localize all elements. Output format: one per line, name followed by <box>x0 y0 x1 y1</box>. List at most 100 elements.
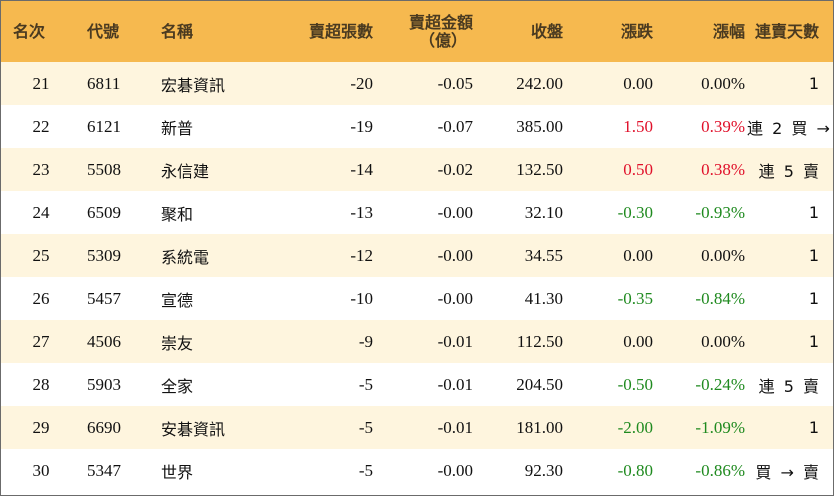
cell-net-sell-amount: -0.00 <box>437 202 473 222</box>
table-row: 26 5457 宣德 -10 -0.00 41.30 -0.35 -0.84% … <box>1 277 833 320</box>
cell-rank: 27 <box>32 331 50 351</box>
cell-code: 5309 <box>87 245 121 265</box>
cell-rank: 30 <box>32 460 50 480</box>
cell-net-sell-amount: -0.00 <box>437 288 473 308</box>
cell-change: 0.00 <box>623 73 653 93</box>
cell-name: 聚和 <box>161 204 194 224</box>
cell-consecutive-days: 買 → 賣 <box>755 462 821 482</box>
cell-net-sell-lots: -10 <box>350 288 373 308</box>
cell-rank: 23 <box>32 159 50 179</box>
cell-consecutive-days: 1 <box>808 246 821 265</box>
cell-name: 新普 <box>161 118 194 138</box>
table-row: 23 5508 永信建 -14 -0.02 132.50 0.50 0.38% … <box>1 148 833 191</box>
header-net-sell-amount-line2: （億） <box>418 30 467 50</box>
cell-close: 385.00 <box>516 116 563 136</box>
cell-change: 0.00 <box>623 245 653 265</box>
header-net-sell-amount-line1: 賣超金額 <box>408 12 473 32</box>
header-rank: 名次 <box>13 21 46 41</box>
cell-change-pct: 0.38% <box>701 159 745 179</box>
cell-name: 全家 <box>161 376 194 396</box>
cell-change: -0.30 <box>617 202 653 222</box>
cell-consecutive-days: 連 5 賣 <box>758 161 821 181</box>
cell-change-pct: -1.09% <box>695 417 745 437</box>
cell-consecutive-days: 1 <box>808 332 821 351</box>
table-row: 21 6811 宏碁資訊 -20 -0.05 242.00 0.00 0.00%… <box>1 62 833 105</box>
cell-close: 34.55 <box>524 245 563 265</box>
cell-code: 5347 <box>87 460 121 480</box>
cell-change: 1.50 <box>623 116 653 136</box>
header-change: 漲跌 <box>620 21 653 41</box>
cell-net-sell-amount: -0.00 <box>437 245 473 265</box>
table-row: 27 4506 崇友 -9 -0.01 112.50 0.00 0.00% 1 <box>1 320 833 363</box>
cell-rank: 26 <box>32 288 50 308</box>
cell-rank: 22 <box>32 116 50 136</box>
cell-close: 32.10 <box>524 202 563 222</box>
cell-name: 宣德 <box>161 290 194 310</box>
cell-change: -2.00 <box>617 417 653 437</box>
cell-rank: 28 <box>32 374 50 394</box>
cell-close: 41.30 <box>524 288 563 308</box>
cell-change-pct: -0.86% <box>695 460 745 480</box>
cell-change-pct: 0.00% <box>701 73 745 93</box>
cell-rank: 29 <box>32 417 50 437</box>
cell-name: 系統電 <box>161 247 210 267</box>
cell-change-pct: 0.00% <box>701 331 745 351</box>
cell-net-sell-amount: -0.00 <box>437 460 473 480</box>
cell-close: 92.30 <box>524 460 563 480</box>
cell-code: 6690 <box>87 417 121 437</box>
cell-name: 世界 <box>161 462 194 482</box>
cell-close: 242.00 <box>516 73 563 93</box>
table-row: 25 5309 系統電 -12 -0.00 34.55 0.00 0.00% 1 <box>1 234 833 277</box>
cell-net-sell-lots: -14 <box>350 159 373 179</box>
table-row: 24 6509 聚和 -13 -0.00 32.10 -0.30 -0.93% … <box>1 191 833 234</box>
cell-change: -0.50 <box>617 374 653 394</box>
table-row: 29 6690 安碁資訊 -5 -0.01 181.00 -2.00 -1.09… <box>1 406 833 449</box>
cell-close: 112.50 <box>516 331 563 351</box>
header-net-sell-lots: 賣超張數 <box>308 21 373 41</box>
cell-net-sell-lots: -9 <box>358 331 373 351</box>
table-body: 21 6811 宏碁資訊 -20 -0.05 242.00 0.00 0.00%… <box>1 62 833 492</box>
header-consecutive-days: 連賣天數 <box>754 21 819 41</box>
cell-net-sell-amount: -0.05 <box>437 73 473 93</box>
cell-change: -0.35 <box>617 288 653 308</box>
cell-change-pct: -0.93% <box>695 202 745 222</box>
cell-net-sell-lots: -5 <box>358 460 373 480</box>
header-close: 收盤 <box>530 21 563 41</box>
cell-close: 204.50 <box>516 374 563 394</box>
cell-consecutive-days: 1 <box>808 203 821 222</box>
cell-code: 4506 <box>87 331 121 351</box>
cell-net-sell-lots: -19 <box>350 116 373 136</box>
cell-change-pct: 0.00% <box>701 245 745 265</box>
cell-name: 安碁資訊 <box>161 419 226 439</box>
cell-name: 永信建 <box>161 161 210 181</box>
cell-net-sell-lots: -5 <box>358 374 373 394</box>
cell-rank: 21 <box>32 73 50 93</box>
header-change-pct: 漲幅 <box>712 21 745 41</box>
cell-net-sell-lots: -20 <box>350 73 373 93</box>
table-row: 28 5903 全家 -5 -0.01 204.50 -0.50 -0.24% … <box>1 363 833 406</box>
cell-name: 崇友 <box>161 333 194 353</box>
cell-consecutive-days: 連 5 賣 <box>758 376 821 396</box>
cell-code: 6811 <box>87 73 121 93</box>
table-row: 30 5347 世界 -5 -0.00 92.30 -0.80 -0.86% 買… <box>1 449 833 492</box>
cell-code: 6509 <box>87 202 121 222</box>
cell-code: 5457 <box>87 288 121 308</box>
cell-change: 0.50 <box>623 159 653 179</box>
cell-net-sell-lots: -12 <box>350 245 373 265</box>
header-name: 名稱 <box>161 21 194 41</box>
cell-name: 宏碁資訊 <box>161 75 226 95</box>
cell-change: -0.80 <box>617 460 653 480</box>
header-code: 代號 <box>87 21 120 41</box>
header-row: 名次 代號 名稱 賣超張數 賣超金額 （億） 收盤 漲跌 漲幅 連賣天數 <box>1 1 833 62</box>
cell-close: 181.00 <box>516 417 563 437</box>
cell-code: 5508 <box>87 159 121 179</box>
cell-net-sell-amount: -0.01 <box>437 417 473 437</box>
header-net-sell-amount: 賣超金額 （億） <box>375 1 475 62</box>
cell-code: 6121 <box>87 116 121 136</box>
cell-consecutive-days: 1 <box>808 418 821 437</box>
cell-code: 5903 <box>87 374 121 394</box>
cell-consecutive-days: 連 2 買 → 賣 <box>747 118 833 138</box>
cell-change-pct: 0.39% <box>701 116 745 136</box>
